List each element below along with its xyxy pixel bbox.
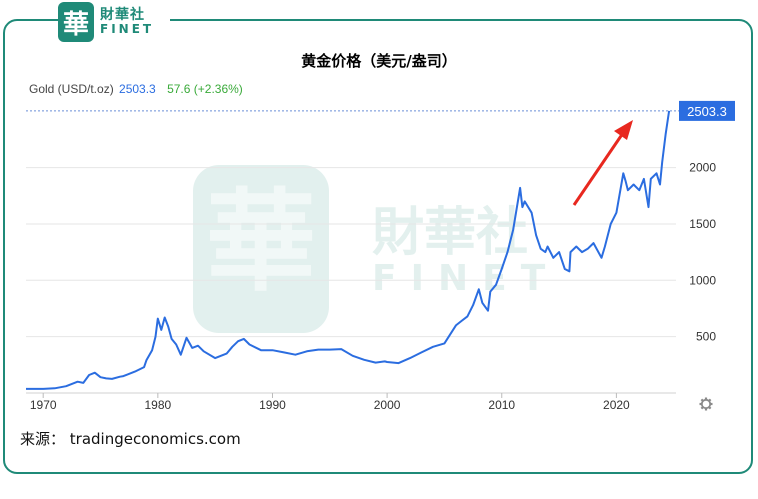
y-tick-label: 1500 [689,217,716,231]
y-tick-label: 1000 [689,273,716,287]
arrow-head [614,120,633,140]
x-axis-ticks: 1970 1980 1990 2000 2010 2020 [30,393,630,412]
x-tick-label: 1990 [259,398,286,412]
y-tick-label: 2000 [689,161,716,175]
brand-header: 華 財華社 FINET [58,0,170,44]
x-tick-label: 1980 [144,398,171,412]
arrow-shaft [572,132,625,206]
last-value-marker: 2503.3 [26,100,735,121]
brand-text: 財華社 FINET [100,8,154,35]
chart-frame [3,19,753,474]
trend-arrow [572,120,633,206]
series-line [26,110,671,390]
chart-legend: Gold (USD/t.oz) 2503.3 57.6 (+2.36%) [29,82,243,96]
x-tick-label: 1970 [30,398,57,412]
last-value-badge [679,100,735,121]
last-value-label: 2503.3 [687,104,727,119]
brand-name-en: FINET [100,22,155,37]
x-tick-label: 2020 [603,398,630,412]
x-tick-label: 2010 [488,398,515,412]
brand-name-cn: 財華社 [100,7,145,24]
watermark-name-cn: 財華社 [372,203,528,263]
brand-logo: 華 [58,2,94,42]
y-tick-label: 500 [696,330,716,344]
chart-title: 黄金价格（美元/盎司） [301,52,457,70]
legend-series-name: Gold (USD/t.oz) [29,82,114,96]
watermark: 華財華社FINET [193,165,559,333]
x-tick-label: 2000 [374,398,401,412]
gear-icon[interactable] [699,397,713,411]
series-gold [26,110,671,390]
watermark-logo-char: 華 [206,177,316,306]
legend-last-value: 2503.3 [119,82,156,96]
legend-change: 57.6 (+2.36%) [167,82,243,96]
gear-body [700,398,712,410]
grid-lines [26,167,676,394]
source-note: 来源： tradingeconomics.com [20,430,241,448]
y-axis-ticks: 500 1000 1500 2000 [689,161,716,344]
watermark-name-en: FINET [372,258,559,299]
watermark-logo [193,165,329,333]
